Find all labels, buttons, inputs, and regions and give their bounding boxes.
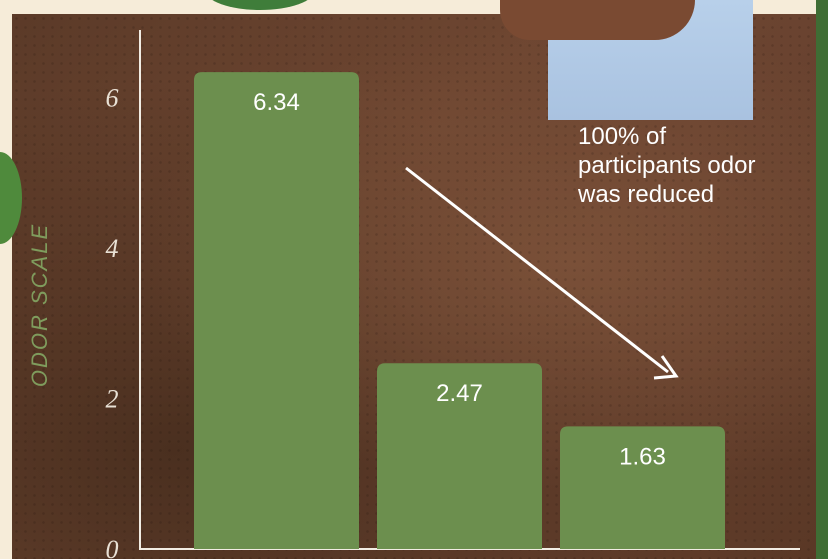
y-tick-label: 2 (106, 385, 119, 414)
trend-arrow-head (653, 355, 679, 380)
y-tick-label: 4 (106, 234, 119, 263)
y-tick-label: 6 (106, 84, 119, 113)
y-axis-label: ODOR SCALE (27, 223, 52, 387)
bar (194, 72, 359, 550)
leaf-decoration-left (0, 152, 22, 244)
y-tick-label: 0 (106, 535, 119, 559)
green-border (816, 0, 828, 559)
data-label: 6.34 (253, 89, 300, 116)
trend-arrow-line (405, 166, 669, 374)
bar (377, 363, 542, 549)
chart-annotation: 100% of participants odor was reduced (578, 123, 756, 208)
bar (560, 426, 725, 549)
leaf-decoration (205, 0, 315, 10)
arm-photo (500, 0, 695, 40)
data-label: 2.47 (436, 380, 483, 407)
data-label: 1.63 (619, 443, 666, 470)
